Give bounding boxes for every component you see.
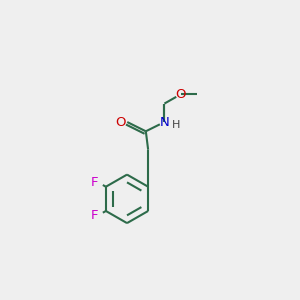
Text: N: N [160, 116, 169, 128]
Text: O: O [176, 88, 186, 101]
Text: F: F [90, 209, 98, 222]
Text: H: H [172, 120, 180, 130]
Text: O: O [116, 116, 126, 128]
Text: F: F [90, 176, 98, 189]
